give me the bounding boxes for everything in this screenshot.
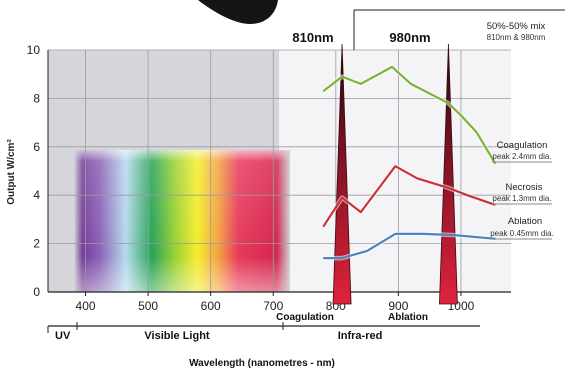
annotation-ablation: Ablation peak 0.45mm dia.	[490, 216, 554, 240]
x-tick-label-900: 900	[388, 299, 408, 313]
band-label-visible-light: Visible Light	[144, 330, 210, 342]
annotation-coagulation-title: Coagulation	[497, 140, 548, 151]
band-label-uv: UV	[55, 330, 71, 342]
annotation-coagulation: Coagulation peak 2.4mm dia.	[492, 140, 552, 163]
mix-label-line1: 50%-50% mix	[487, 21, 546, 32]
mix-bracket: 50%-50% mix 810nm & 980nm	[353, 9, 565, 50]
x-tick-labels: 400 500 600 700 800 900 1000	[76, 292, 475, 313]
peak-sublabel-ablation: Ablation	[388, 312, 428, 323]
peak-label-980: 980nm	[389, 30, 430, 45]
x-tick-label-400: 400	[76, 299, 96, 313]
y-tick-label-0: 0	[33, 285, 40, 299]
y-tick-label-4: 4	[33, 188, 40, 202]
peak-sublabel-coagulation: Coagulation	[276, 312, 334, 323]
band-label-infra-red: Infra-red	[338, 330, 383, 342]
visible-spectrum	[74, 150, 290, 292]
y-tick-label-8: 8	[33, 91, 40, 105]
x-axis-title: Wavelength (nanometres - nm)	[189, 358, 335, 369]
annotation-necrosis: Necrosis peak 1.3mm dia.	[492, 182, 552, 205]
y-axis-title: Output W/cm²	[6, 139, 17, 205]
series-line-coagulation	[322, 65, 497, 165]
spectrum-bands: UV Visible Light Infra-red	[47, 322, 480, 342]
y-tick-labels: 0 2 4 6 8 10	[27, 43, 41, 299]
plot-area-right	[279, 50, 511, 292]
peak-label-810: 810nm	[292, 30, 333, 45]
y-tick-label-6: 6	[33, 140, 40, 154]
x-tick-label-500: 500	[138, 299, 158, 313]
y-tick-label-2: 2	[33, 237, 40, 251]
peak-spike-810nm	[332, 43, 352, 305]
device-image	[198, 0, 278, 24]
y-tick-label-10: 10	[27, 43, 41, 57]
peak-spike-980nm	[439, 43, 458, 305]
annotation-coagulation-sub: peak 2.4mm dia.	[492, 152, 551, 161]
series-line-ablation	[323, 232, 496, 260]
annotation-necrosis-sub: peak 1.3mm dia.	[492, 194, 551, 203]
annotation-ablation-sub: peak 0.45mm dia.	[490, 229, 554, 238]
x-tick-label-600: 600	[201, 299, 221, 313]
data-series	[321, 64, 498, 261]
x-tick-label-700: 700	[263, 299, 283, 313]
mix-label-line2: 810nm & 980nm	[487, 33, 546, 42]
annotation-necrosis-title: Necrosis	[506, 182, 543, 193]
laser-peaks	[332, 43, 458, 305]
series-line-necrosis	[322, 165, 496, 228]
annotation-ablation-title: Ablation	[508, 216, 542, 227]
